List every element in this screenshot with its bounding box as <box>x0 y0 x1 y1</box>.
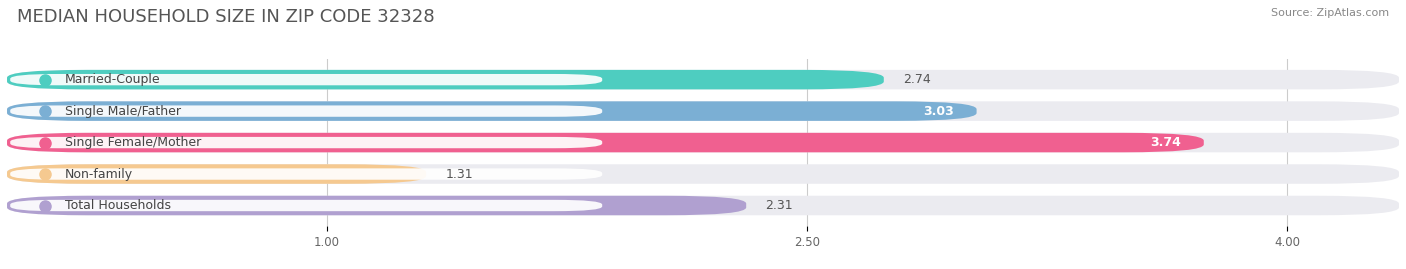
FancyBboxPatch shape <box>7 133 1399 152</box>
FancyBboxPatch shape <box>10 168 602 180</box>
FancyBboxPatch shape <box>7 196 747 215</box>
FancyBboxPatch shape <box>10 137 602 148</box>
FancyBboxPatch shape <box>7 101 977 121</box>
FancyBboxPatch shape <box>7 164 1399 184</box>
FancyBboxPatch shape <box>10 200 602 211</box>
FancyBboxPatch shape <box>7 101 1399 121</box>
Text: Source: ZipAtlas.com: Source: ZipAtlas.com <box>1271 8 1389 18</box>
Text: Single Female/Mother: Single Female/Mother <box>65 136 201 149</box>
Text: 2.31: 2.31 <box>765 199 793 212</box>
FancyBboxPatch shape <box>10 105 602 117</box>
FancyBboxPatch shape <box>7 70 1399 89</box>
Text: 3.03: 3.03 <box>924 105 955 118</box>
FancyBboxPatch shape <box>7 196 1399 215</box>
FancyBboxPatch shape <box>7 133 1204 152</box>
Text: 1.31: 1.31 <box>446 168 472 180</box>
FancyBboxPatch shape <box>7 164 426 184</box>
FancyBboxPatch shape <box>7 70 884 89</box>
Text: Single Male/Father: Single Male/Father <box>65 105 180 118</box>
Text: Total Households: Total Households <box>65 199 170 212</box>
FancyBboxPatch shape <box>10 74 602 85</box>
Text: 3.74: 3.74 <box>1150 136 1181 149</box>
Text: Non-family: Non-family <box>65 168 132 180</box>
Text: MEDIAN HOUSEHOLD SIZE IN ZIP CODE 32328: MEDIAN HOUSEHOLD SIZE IN ZIP CODE 32328 <box>17 8 434 26</box>
Text: Married-Couple: Married-Couple <box>65 73 160 86</box>
Text: 2.74: 2.74 <box>903 73 931 86</box>
